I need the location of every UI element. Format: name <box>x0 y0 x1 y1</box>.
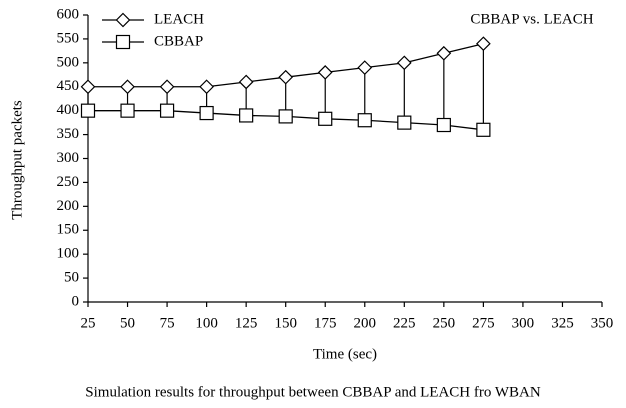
point <box>199 79 214 95</box>
x-tick-label: 175 <box>314 315 337 331</box>
point <box>80 79 96 95</box>
point <box>238 74 254 90</box>
point <box>120 79 135 95</box>
point <box>159 79 175 95</box>
y-tick-label: 150 <box>57 222 80 238</box>
point <box>436 117 451 133</box>
point <box>239 108 254 123</box>
x-tick-label: 100 <box>195 315 218 331</box>
x-tick-label: 125 <box>235 315 258 331</box>
y-tick-label: 50 <box>64 270 79 286</box>
point <box>396 55 412 71</box>
x-tick-label: 275 <box>472 315 495 331</box>
point <box>278 69 294 85</box>
x-tick-label: 225 <box>393 315 416 331</box>
y-tick-label: 450 <box>57 78 80 94</box>
y-tick-label: 550 <box>57 30 80 46</box>
point <box>159 103 175 118</box>
x-tick-label: 250 <box>433 315 456 331</box>
legend-label: LEACH <box>154 11 204 27</box>
point <box>436 45 452 61</box>
legend-marker <box>115 12 131 28</box>
x-tick-label: 350 <box>591 315 614 331</box>
x-tick-label: 325 <box>551 315 574 331</box>
y-tick-label: 200 <box>57 198 80 214</box>
y-tick-label: 250 <box>57 174 80 190</box>
point <box>476 36 491 52</box>
point <box>318 111 333 126</box>
x-tick-label: 25 <box>81 315 96 331</box>
point <box>357 113 372 128</box>
legend-marker <box>115 34 131 50</box>
legend-label: CBBAP <box>154 33 203 49</box>
y-axis-label: Throughput packets <box>9 100 25 220</box>
x-tick-label: 200 <box>354 315 377 331</box>
point <box>317 65 333 80</box>
y-tick-label: 400 <box>57 102 80 118</box>
y-tick-label: 350 <box>57 126 80 142</box>
point <box>397 115 412 130</box>
point <box>199 105 214 121</box>
caption: Simulation results for throughput betwee… <box>85 384 541 400</box>
y-tick-label: 0 <box>72 293 80 309</box>
x-tick-label: 75 <box>160 315 175 331</box>
annotation: CBBAP vs. LEACH <box>470 11 593 27</box>
x-axis-label: Time (sec) <box>313 346 377 362</box>
y-tick-label: 500 <box>57 54 80 70</box>
point <box>476 122 491 137</box>
point <box>120 103 135 118</box>
point <box>357 60 373 75</box>
y-tick-label: 100 <box>57 246 80 262</box>
x-tick-label: 300 <box>512 315 535 331</box>
point <box>278 109 293 124</box>
point <box>80 103 96 118</box>
x-tick-label: 150 <box>274 315 297 331</box>
y-tick-label: 600 <box>57 6 80 22</box>
x-tick-label: 50 <box>120 315 135 331</box>
y-tick-label: 300 <box>57 150 80 166</box>
